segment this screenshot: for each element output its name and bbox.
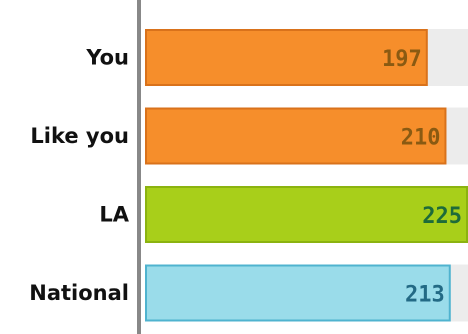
- category-label-la: LA: [99, 203, 129, 227]
- category-label-national: National: [29, 281, 129, 305]
- bar-like-you: [145, 107, 447, 165]
- value-label-you: 197: [382, 47, 422, 72]
- category-label-like-you: Like you: [30, 124, 129, 148]
- category-label-you: You: [85, 46, 129, 70]
- value-label-national: 213: [405, 283, 445, 308]
- category-labels: You Like you LA National: [29, 46, 129, 306]
- bar-la: [145, 186, 468, 243]
- value-labels: 197 210 225 213: [382, 47, 462, 308]
- bar-you: [145, 29, 428, 86]
- value-label-like-you: 210: [401, 126, 441, 151]
- bars: [145, 29, 468, 322]
- value-label-la: 225: [422, 204, 462, 229]
- bar-national: [145, 264, 451, 322]
